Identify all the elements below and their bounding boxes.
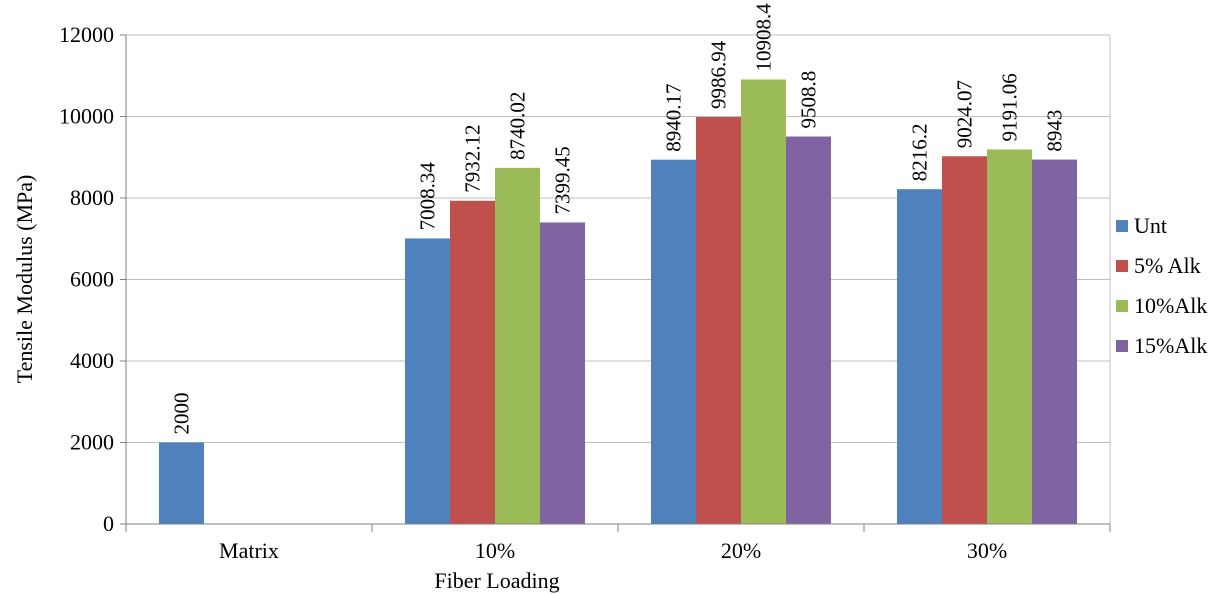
data-label: 9508.8 xyxy=(797,71,821,129)
bar xyxy=(651,159,696,524)
legend-swatch xyxy=(1116,260,1128,272)
axes xyxy=(120,34,1111,532)
bar xyxy=(495,167,540,525)
y-tick-label: 12000 xyxy=(59,22,114,47)
legend-item: Unt xyxy=(1116,213,1167,238)
legend-label: 15%Alk xyxy=(1134,333,1207,358)
category-label: Matrix xyxy=(219,538,279,563)
y-tick-label: 4000 xyxy=(70,348,114,373)
bar xyxy=(405,238,450,524)
y-tick-label: 8000 xyxy=(70,185,114,210)
bar xyxy=(696,117,741,524)
legend: Unt 5% Alk 10%Alk 15%Alk xyxy=(1116,213,1207,358)
data-label: 8940.17 xyxy=(662,83,686,151)
legend-item: 15%Alk xyxy=(1116,333,1207,358)
y-tick-label: 10000 xyxy=(59,104,114,129)
bar xyxy=(1032,159,1077,524)
data-label: 9024.07 xyxy=(953,80,977,148)
data-label: 7399.45 xyxy=(551,146,575,214)
bar xyxy=(540,222,585,524)
bar xyxy=(159,442,204,524)
x-axis-title: Fiber Loading xyxy=(434,568,559,593)
bar xyxy=(897,189,942,524)
y-tick-label: 2000 xyxy=(70,430,114,455)
data-label: 8216.2 xyxy=(908,123,932,181)
legend-swatch xyxy=(1116,220,1128,232)
bar xyxy=(987,149,1032,525)
bar xyxy=(786,136,831,524)
data-labels: 2000 7008.34 7932.12 8740.02 7399.45 8940.17 9… xyxy=(170,3,1067,435)
y-tick-label: 0 xyxy=(103,511,114,536)
legend-label: Unt xyxy=(1134,213,1167,238)
category-label: 10% xyxy=(475,538,515,563)
data-label: 7008.34 xyxy=(416,162,440,231)
category-label: 20% xyxy=(721,538,761,563)
legend-item: 10%Alk xyxy=(1116,293,1207,318)
data-label: 8740.02 xyxy=(506,92,530,160)
gridlines xyxy=(126,34,1111,524)
category-label: 30% xyxy=(967,538,1007,563)
legend-label: 5% Alk xyxy=(1134,253,1201,278)
y-tick-labels: 0 2000 4000 6000 8000 10000 12000 xyxy=(59,22,114,536)
legend-label: 10%Alk xyxy=(1134,293,1207,318)
data-label: 10908.4 xyxy=(752,3,776,72)
bar xyxy=(942,156,987,524)
data-label: 9191.06 xyxy=(998,73,1022,141)
data-label: 7932.12 xyxy=(461,125,485,193)
legend-item: 5% Alk xyxy=(1116,253,1201,278)
data-label: 8943 xyxy=(1043,110,1067,152)
bar xyxy=(741,79,786,524)
legend-swatch xyxy=(1116,300,1128,312)
data-label: 9986.94 xyxy=(707,40,731,109)
bar xyxy=(450,200,495,524)
category-labels: Matrix 10% 20% 30% xyxy=(219,538,1007,563)
bars xyxy=(159,79,1077,525)
data-label: 2000 xyxy=(170,393,194,435)
y-tick-label: 6000 xyxy=(70,267,114,292)
legend-swatch xyxy=(1116,340,1128,352)
y-axis-title: Tensile Modulus (MPa) xyxy=(12,175,37,384)
